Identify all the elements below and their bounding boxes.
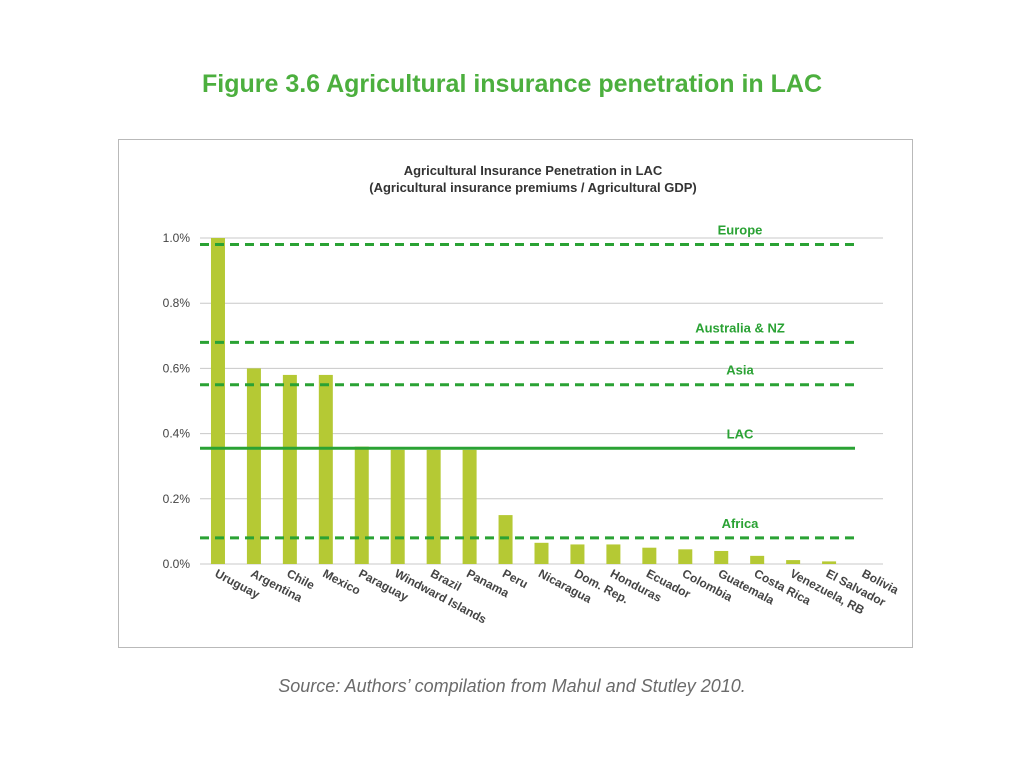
y-axis-ticks: 0.0% 0.2% 0.4% 0.6% 0.8% 1.0%	[163, 231, 191, 571]
bar	[786, 560, 801, 564]
reference-line-label: LAC	[727, 426, 754, 441]
reference-line-label: Africa	[722, 516, 760, 531]
chart-subtitle: (Agricultural insurance premiums / Agric…	[369, 180, 696, 195]
gridlines	[200, 237, 883, 565]
bar	[282, 374, 297, 564]
bar	[354, 446, 369, 564]
reference-lines: Europe Australia & NZ Asia LAC Africa	[200, 223, 855, 540]
bar	[426, 449, 441, 564]
bar	[246, 368, 261, 564]
source-note: Source: Authors’ compilation from Mahul …	[278, 676, 746, 696]
bar	[570, 544, 585, 564]
y-tick-label: 1.0%	[163, 231, 191, 245]
bar	[462, 449, 477, 564]
bar	[606, 544, 621, 564]
y-tick-label: 0.4%	[163, 427, 191, 441]
y-tick-label: 0.8%	[163, 296, 191, 310]
bar	[390, 449, 405, 564]
bar	[318, 374, 333, 564]
figure-title: Figure 3.6 Agricultural insurance penetr…	[201, 70, 822, 98]
bar	[534, 542, 549, 564]
y-tick-label: 0.6%	[163, 361, 191, 375]
bar	[498, 515, 513, 564]
reference-line-label: Australia & NZ	[695, 320, 785, 335]
bar-chart: Agricultural Insurance Penetration in LA…	[163, 163, 902, 627]
chart-title: Agricultural Insurance Penetration in LA…	[404, 163, 663, 178]
reference-line-label: Asia	[726, 363, 754, 378]
bar	[750, 555, 765, 564]
y-tick-label: 0.2%	[163, 492, 191, 506]
bars	[210, 238, 837, 564]
bar	[822, 561, 837, 564]
bar	[642, 547, 657, 564]
bar	[678, 549, 693, 564]
bar	[210, 238, 225, 564]
y-tick-label: 0.0%	[163, 557, 191, 571]
x-tick-label: Mexico	[320, 566, 362, 597]
reference-line-label: Europe	[718, 223, 763, 238]
bar	[714, 550, 729, 564]
